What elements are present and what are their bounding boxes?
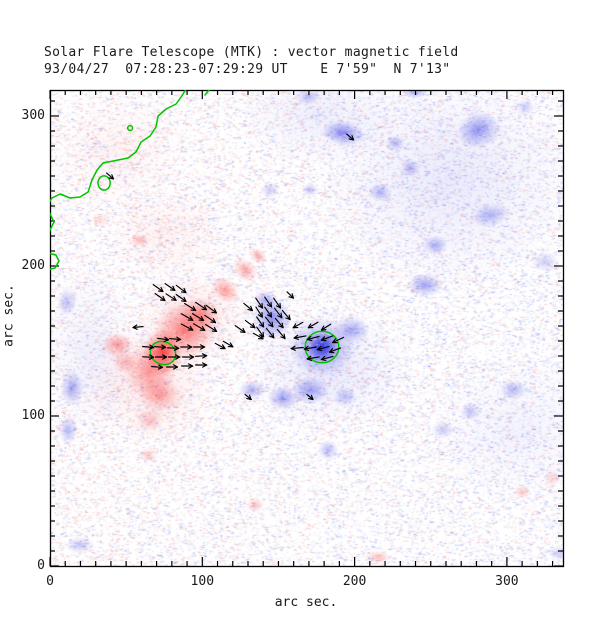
plot-subtitle: 93/04/27 07:28:23-07:29:29 UT E 7'59" N …	[44, 62, 451, 77]
y-axis-label: arc sec.	[1, 284, 17, 347]
x-tick-label: 100	[190, 574, 215, 589]
neutral-line-contours	[50, 90, 340, 366]
x-axis-label: arc sec.	[274, 595, 338, 610]
plot-frame	[49, 89, 565, 568]
x-tick-label: 200	[342, 574, 367, 589]
x-tick-label: 0	[46, 574, 54, 589]
y-tick-label: 100	[21, 408, 45, 423]
field-vector-arrows	[106, 133, 355, 401]
y-tick-label: 200	[21, 258, 45, 273]
plot-title: Solar Flare Telescope (MTK) : vector mag…	[44, 45, 459, 60]
x-tick-label: 300	[495, 574, 519, 589]
y-tick-label: 300	[21, 108, 45, 123]
y-tick-label: 0	[37, 558, 45, 573]
